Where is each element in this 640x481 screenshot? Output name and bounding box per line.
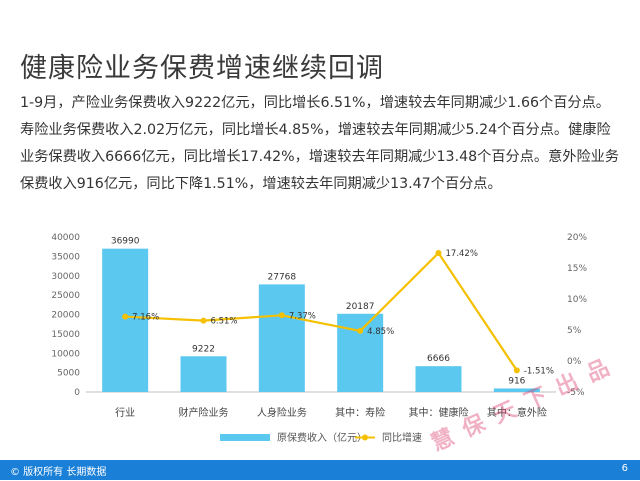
x-category-label: 财产险业务: [179, 406, 229, 419]
growth-label: -1.51%: [524, 366, 554, 376]
bar: [102, 248, 149, 392]
growth-label: 4.85%: [367, 327, 394, 337]
y-right-tick: 10%: [567, 295, 587, 305]
y-left-tick: 15000: [51, 330, 80, 340]
growth-point: [513, 367, 520, 374]
growth-label: 7.16%: [132, 313, 159, 323]
x-category-label: 其中：意外险: [487, 406, 547, 419]
y-left-tick: 20000: [51, 311, 80, 321]
legend-bar-swatch: [220, 434, 270, 441]
legend-line-label: 同比增速: [382, 431, 422, 444]
premium-chart: 0 5000 10000 15000 20000 25000 30000 35000 40000…: [51, 233, 587, 444]
y-left-tick: 35000: [51, 252, 80, 262]
x-category-label: 行业: [115, 406, 135, 419]
bar-value-label: 36990: [111, 237, 140, 247]
bar: [180, 356, 227, 392]
y-left-tick: 10000: [51, 349, 80, 359]
y-right-tick: 15%: [567, 264, 587, 274]
y-right-tick: -5%: [567, 388, 585, 398]
bar-series: [102, 248, 540, 392]
summary-paragraph: 1-9月，产险业务保费收入9222亿元，同比增长6.51%，增速较去年同期减少1…: [20, 95, 620, 192]
bar-value-label: 27768: [268, 272, 297, 282]
y-right-tick: 0%: [567, 357, 582, 367]
page-title: 健康险业务保费增速继续回调: [20, 53, 384, 84]
y-left-tick: 5000: [57, 369, 80, 379]
bar-value-label: 916: [508, 376, 525, 386]
growth-point: [435, 249, 442, 256]
x-category-label: 其中：寿险: [335, 406, 385, 419]
legend-bar-label: 原保费收入（亿元）: [277, 431, 367, 444]
bar-value-label: 20187: [346, 302, 375, 312]
x-category-label: 人身险业务: [257, 406, 307, 419]
y-left-tick: 25000: [51, 291, 80, 301]
bar: [337, 313, 384, 392]
bar: [415, 366, 462, 392]
bar-labels: 36990 9222 27768 20187 6666 916: [111, 237, 526, 387]
growth-point: [122, 313, 129, 320]
line-series: 7.16% 6.51% 7.37% 4.85% 17.42% -1.51%: [122, 249, 554, 376]
growth-label: 7.37%: [289, 311, 316, 321]
y-left-tick: 40000: [51, 233, 80, 243]
bar: [493, 388, 540, 392]
growth-point: [357, 327, 364, 334]
y-left-tick: 30000: [51, 272, 80, 282]
growth-line: [125, 251, 518, 371]
x-category-label: 其中：健康险: [409, 406, 469, 419]
bar: [258, 284, 305, 392]
x-axis-labels: 行业 财产险业务 人身险业务 其中：寿险 其中：健康险 其中：意外险: [115, 406, 547, 419]
legend-line-marker: [362, 434, 368, 441]
y-left-tick: 0: [74, 388, 80, 398]
footer-bar: © 版权所有 长期数据 6: [0, 460, 640, 480]
bar-value-label: 6666: [427, 354, 450, 364]
growth-label: 17.42%: [446, 249, 478, 259]
copyright-text: © 版权所有 长期数据: [10, 467, 107, 478]
y-right-tick: 20%: [567, 233, 587, 243]
growth-point: [200, 317, 207, 324]
y-right-tick: 5%: [567, 326, 582, 336]
legend: 原保费收入（亿元） 同比增速: [220, 431, 422, 444]
bar-value-label: 9222: [192, 344, 215, 354]
growth-point: [278, 312, 285, 319]
page-number: 6: [621, 463, 628, 474]
growth-label: 6.51%: [211, 317, 238, 327]
right-axis: -5% 0% 5% 10% 15% 20%: [567, 233, 587, 398]
left-axis: 0 5000 10000 15000 20000 25000 30000 35000 40000: [51, 233, 80, 398]
header-strip: [0, 0, 640, 40]
